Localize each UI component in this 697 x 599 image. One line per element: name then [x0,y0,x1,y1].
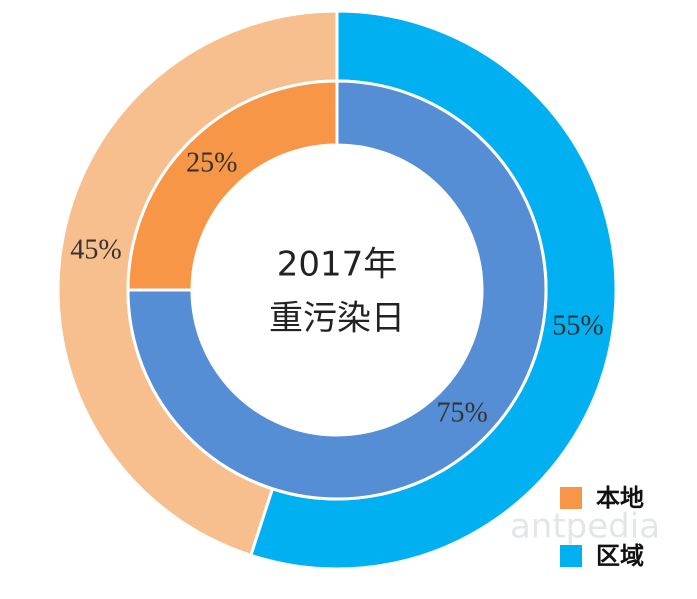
center-text: 2017年 [277,245,398,285]
rings [56,9,618,571]
value-label: 75% [436,398,487,429]
watermark: antpedia [510,507,660,547]
value-label: 45% [70,234,121,265]
ring-segment [126,79,339,292]
legend-label: 区域 [596,542,644,570]
legend-label: 本地 [596,484,644,512]
value-label: 55% [552,311,603,342]
center-text: 重污染日 [269,299,405,339]
ring-segment [126,79,548,501]
value-label: 25% [186,147,237,178]
legend-swatch [560,487,582,509]
legend-swatch [560,545,582,567]
